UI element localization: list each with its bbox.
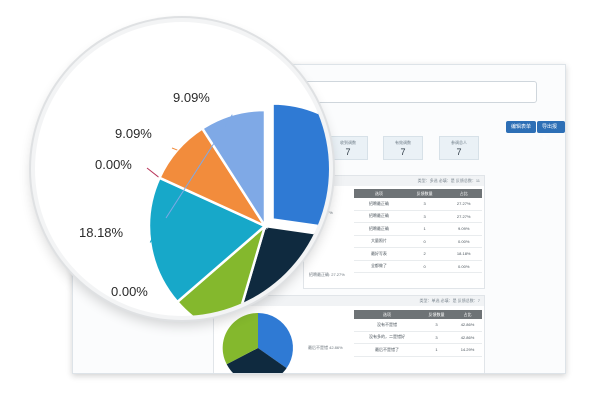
stat-value: 7 <box>456 147 462 157</box>
option-cell: 全都做了 <box>354 260 404 273</box>
stat-value: 7 <box>345 147 351 157</box>
table-row: 最后不是错了 1 14.29% <box>354 343 482 357</box>
edit-form-button[interactable]: 编辑表单 <box>506 121 537 133</box>
option-cell: 没有不是错 <box>354 319 420 332</box>
column-header: 反馈数量 <box>403 189 446 198</box>
stat-value: 7 <box>400 147 406 157</box>
question-meta: 类型：单选 必填：是 反馈总数：7 <box>214 296 484 306</box>
pie-slice <box>222 313 258 365</box>
count-cell: 0 <box>403 235 446 248</box>
pie-data-label: 最后不是错 42.86% <box>308 345 343 350</box>
table-row: 没有不是错 3 42.86% <box>354 319 482 332</box>
question-table: 选项 反馈数量 占比 招聘最正确 3 27.27% 招聘最正确 3 27.27% 招聘最… <box>354 189 482 273</box>
option-cell: 没有多的，二是错好 <box>354 331 420 344</box>
column-header: 占比 <box>452 310 482 319</box>
option-cell: 大量照片 <box>354 235 404 248</box>
pie-slice <box>226 348 287 373</box>
question-2-pie-chart <box>222 313 293 373</box>
pie-data-label: 18.18% <box>79 225 124 240</box>
table-row: 大量照片 0 0.00% <box>354 235 482 248</box>
column-header: 选项 <box>354 310 420 319</box>
stat-received: 收到调数 7 <box>328 136 368 160</box>
option-cell: 最好写表 <box>354 247 404 261</box>
pct-cell: 18.18% <box>445 247 482 261</box>
column-header: 选项 <box>354 189 404 198</box>
pct-cell: 27.27% <box>445 198 482 211</box>
question-table: 选项 反馈数量 占比 没有不是错 3 42.86% 没有多的，二是错好 3 42.86%… <box>354 310 482 357</box>
table-row: 最好写表 2 18.18% <box>354 247 482 261</box>
question-meta: 类型：多选 必填：是 反馈总数：11 <box>304 176 484 186</box>
table-row: 没有多的，二是错好 3 42.86% <box>354 331 482 344</box>
table-row: 招聘最正确 3 27.27% <box>354 210 482 223</box>
pie-slice <box>271 102 329 229</box>
pie-data-label: 9.09% <box>173 90 210 105</box>
count-cell: 3 <box>403 198 446 211</box>
pct-cell: 14.29% <box>452 343 482 357</box>
table-row: 招聘最正确 1 9.09% <box>354 222 482 236</box>
pie-chart <box>146 102 329 316</box>
stat-valid: 有效调数 7 <box>383 136 423 160</box>
stat-label: 收到调数 <box>340 140 356 145</box>
count-cell: 3 <box>419 331 453 344</box>
count-cell: 3 <box>403 210 446 223</box>
pie-data-label: 9.09% <box>115 126 152 141</box>
pct-cell: 0.00% <box>445 260 482 273</box>
pct-cell: 9.09% <box>445 222 482 236</box>
question-panel-1: 类型：多选 必填：是 反馈总数：11 选项 反馈数量 占比 招聘最正确 3 27.2… <box>303 175 485 289</box>
stat-participants: 参调总人 7 <box>439 136 479 160</box>
magnifier-lens: 9.09% 9.09% 0.00% 18.18% 0.00% <box>35 22 329 316</box>
stat-label: 有效调数 <box>395 140 411 145</box>
column-header: 反馈数量 <box>419 310 453 319</box>
pct-cell: 27.27% <box>445 210 482 223</box>
pct-cell: 42.86% <box>452 331 482 344</box>
pie-leader-line <box>149 211 167 243</box>
count-cell: 2 <box>403 247 446 261</box>
pct-cell: 0.00% <box>445 235 482 248</box>
table-row: 招聘最正确 3 27.27% <box>354 198 482 211</box>
pct-cell: 42.86% <box>452 319 482 332</box>
pie-leader-line <box>171 147 178 151</box>
table-row: 全都做了 0 0.00% <box>354 260 482 273</box>
stat-label: 参调总人 <box>451 140 467 145</box>
pie-slice <box>237 224 329 316</box>
option-cell: 招聘最正确 <box>354 198 404 211</box>
count-cell: 3 <box>419 319 453 332</box>
count-cell: 1 <box>403 222 446 236</box>
pie-data-label: 0.00% <box>95 157 132 172</box>
pie-leader-line <box>165 114 233 219</box>
option-cell: 招聘最正确 <box>354 210 404 223</box>
option-cell: 最后不是错了 <box>354 343 420 357</box>
count-cell: 0 <box>403 260 446 273</box>
pie-data-label: 0.00% <box>111 284 148 299</box>
option-cell: 招聘最正确 <box>354 222 404 236</box>
export-report-button[interactable]: 导出报表 <box>537 121 565 142</box>
column-header: 占比 <box>445 189 482 198</box>
count-cell: 1 <box>419 343 453 357</box>
pie-slice <box>258 313 293 369</box>
pie-leader-line <box>146 167 160 179</box>
